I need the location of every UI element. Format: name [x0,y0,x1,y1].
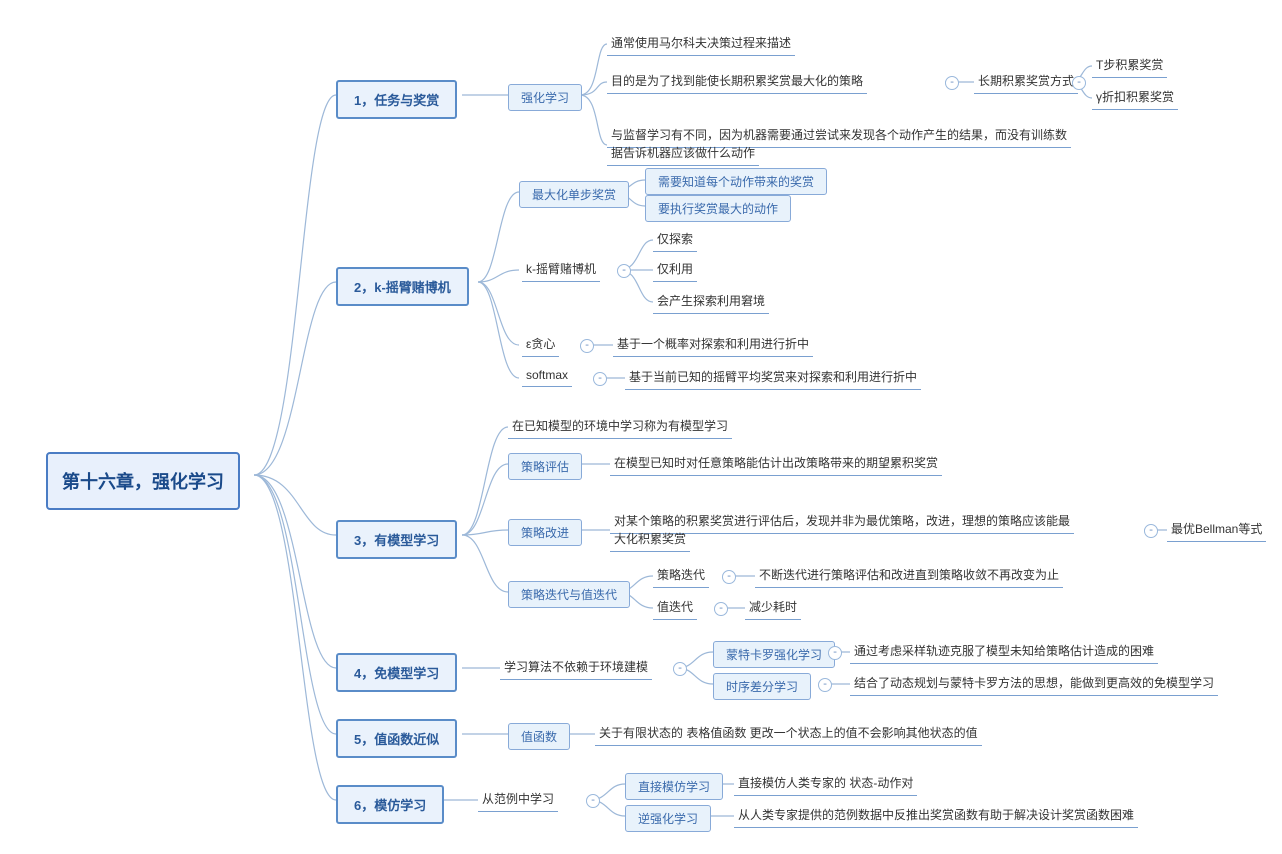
s3-c2-tail: 最优Bellman等式 [1167,518,1266,542]
s2-c0-i1: 要执行奖赏最大的动作 [645,195,791,222]
section-3-label: 3，有模型学习 [354,530,439,549]
section-2-label: 2，k-摇臂赌博机 [354,277,451,296]
collapse-icon[interactable]: - [945,76,959,90]
s1-detail: 长期积累奖赏方式 [974,70,1078,94]
root-label: 第十六章，强化学习 [62,468,224,494]
s3-c3-i0: 策略迭代 [653,564,709,588]
s1-leaf-1: 目的是为了找到能使长期积累奖赏最大化的策略 [607,70,867,94]
s6-c1-desc: 从人类专家提供的范例数据中反推出奖赏函数有助于解决设计奖赏函数困难 [734,804,1138,828]
section-1[interactable]: 1，任务与奖赏 [336,80,457,119]
s1-detail-item-1: γ折扣积累奖赏 [1092,86,1178,110]
s2-c1-i2: 会产生探索利用窘境 [653,290,769,314]
s2-c1: k-摇臂赌博机 [522,258,600,282]
s1-leaf-0: 通常使用马尔科夫决策过程来描述 [607,32,795,56]
collapse-icon[interactable]: - [1072,76,1086,90]
s3-c3-i1: 值迭代 [653,596,697,620]
s2-c2-desc: 基于一个概率对探索和利用进行折中 [613,333,813,357]
s3-c3-i1-desc: 减少耗时 [745,596,801,620]
s2-c2: ε贪心 [522,333,559,357]
collapse-icon[interactable]: - [586,794,600,808]
s1-leaf-2b: 据告诉机器应该做什么动作 [607,142,759,166]
s4-c0-desc: 通过考虑采样轨迹克服了模型未知给策略估计造成的困难 [850,640,1158,664]
s2-c3: softmax [522,366,572,387]
section-6[interactable]: 6，模仿学习 [336,785,444,824]
collapse-icon[interactable]: - [593,372,607,386]
collapse-icon[interactable]: - [828,646,842,660]
section-6-label: 6，模仿学习 [354,795,426,814]
s2-c0-i0: 需要知道每个动作带来的奖赏 [645,168,827,195]
s5-desc: 关于有限状态的 表格值函数 更改一个状态上的值不会影响其他状态的值 [595,722,982,746]
section-4[interactable]: 4，免模型学习 [336,653,457,692]
s4-c1[interactable]: 时序差分学习 [713,673,811,700]
s4-c1-desc: 结合了动态规划与蒙特卡罗方法的思想，能做到更高效的免模型学习 [850,672,1218,696]
s3-c0: 在已知模型的环境中学习称为有模型学习 [508,415,732,439]
s3-c2-desc-b: 大化积累奖赏 [610,528,690,552]
collapse-icon[interactable]: - [1144,524,1158,538]
collapse-icon[interactable]: - [580,339,594,353]
s5-sub[interactable]: 值函数 [508,723,570,750]
s2-c1-i0: 仅探索 [653,228,697,252]
s2-c0[interactable]: 最大化单步奖赏 [519,181,629,208]
section-5-label: 5，值函数近似 [354,729,439,748]
s6-c0-desc: 直接模仿人类专家的 状态-动作对 [734,772,917,796]
s6-c1[interactable]: 逆强化学习 [625,805,711,832]
section-1-label: 1，任务与奖赏 [354,90,439,109]
s6-sub: 从范例中学习 [478,788,558,812]
s6-c0[interactable]: 直接模仿学习 [625,773,723,800]
s1-detail-item-0: T步积累奖赏 [1092,54,1167,78]
s3-c2[interactable]: 策略改进 [508,519,582,546]
section-1-sub[interactable]: 强化学习 [508,84,582,111]
section-5[interactable]: 5，值函数近似 [336,719,457,758]
s2-c3-desc: 基于当前已知的摇臂平均奖赏来对探索和利用进行折中 [625,366,921,390]
s3-c3[interactable]: 策略迭代与值迭代 [508,581,630,608]
s4-sub: 学习算法不依赖于环境建模 [500,656,652,680]
s3-c1-desc: 在模型已知时对任意策略能估计出改策略带来的期望累积奖赏 [610,452,942,476]
section-4-label: 4，免模型学习 [354,663,439,682]
section-1-sub-label: 强化学习 [521,89,569,106]
s3-c3-i0-desc: 不断迭代进行策略评估和改进直到策略收敛不再改变为止 [755,564,1063,588]
collapse-icon[interactable]: - [673,662,687,676]
section-2[interactable]: 2，k-摇臂赌博机 [336,267,469,306]
s4-c0[interactable]: 蒙特卡罗强化学习 [713,641,835,668]
s2-c1-i1: 仅利用 [653,258,697,282]
section-3[interactable]: 3，有模型学习 [336,520,457,559]
collapse-icon[interactable]: - [714,602,728,616]
collapse-icon[interactable]: - [617,264,631,278]
collapse-icon[interactable]: - [818,678,832,692]
root-node[interactable]: 第十六章，强化学习 [46,452,240,510]
collapse-icon[interactable]: - [722,570,736,584]
s3-c1[interactable]: 策略评估 [508,453,582,480]
